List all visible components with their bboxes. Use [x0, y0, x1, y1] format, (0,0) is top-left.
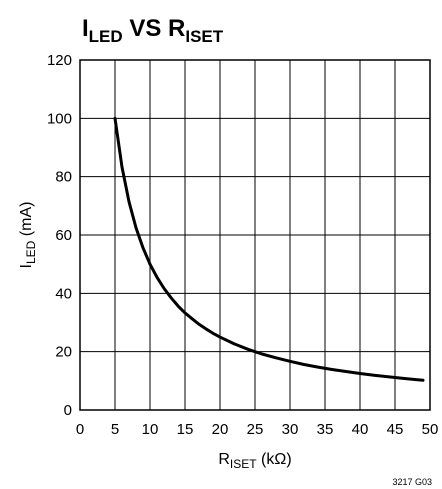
x-tick-label: 0: [76, 421, 84, 438]
x-tick-label: 10: [142, 421, 159, 438]
figure-code: 3217 G03: [392, 477, 432, 487]
x-tick-label: 25: [247, 421, 264, 438]
title-vs: VS: [123, 15, 168, 42]
y-label-subscript: LED: [24, 240, 38, 264]
tick-labels: 0 5 10 15 20 25 30 35 40 45 50 0 20 40 60 80 100 120: [47, 52, 438, 438]
chart-title: ILED VS RISET: [82, 15, 224, 46]
x-label-main: R: [218, 451, 230, 468]
title-second: R: [168, 15, 185, 42]
grid: [80, 60, 430, 410]
x-tick-label: 50: [422, 421, 439, 438]
x-label-unit: (kΩ): [257, 451, 292, 468]
x-axis-label: RISET (kΩ): [218, 451, 291, 471]
title-second-subscript: ISET: [185, 27, 223, 46]
title-main-subscript: LED: [89, 27, 123, 46]
x-tick-label: 20: [212, 421, 229, 438]
y-tick-label: 120: [47, 52, 72, 69]
plot-frame: [79, 59, 431, 411]
y-tick-label: 100: [47, 110, 72, 127]
series-group: [113, 116, 425, 382]
y-label-unit: (mA): [18, 202, 35, 241]
x-tick-label: 30: [282, 421, 299, 438]
y-tick-label: 40: [55, 285, 72, 302]
y-label-main: I: [18, 264, 35, 268]
y-axis-label: ILED (mA): [18, 202, 38, 269]
x-tick-label: 15: [177, 421, 194, 438]
y-tick-label: 0: [64, 402, 72, 419]
y-tick-label: 20: [55, 344, 72, 361]
x-label-subscript: ISET: [230, 457, 257, 471]
y-tick-label: 80: [55, 169, 72, 186]
title-main: I: [82, 15, 89, 42]
x-tick-label: 35: [317, 421, 334, 438]
x-tick-label: 40: [352, 421, 369, 438]
y-tick-label: 60: [55, 227, 72, 244]
x-tick-label: 45: [387, 421, 404, 438]
series-line: [113, 116, 425, 382]
x-tick-label: 5: [111, 421, 119, 438]
